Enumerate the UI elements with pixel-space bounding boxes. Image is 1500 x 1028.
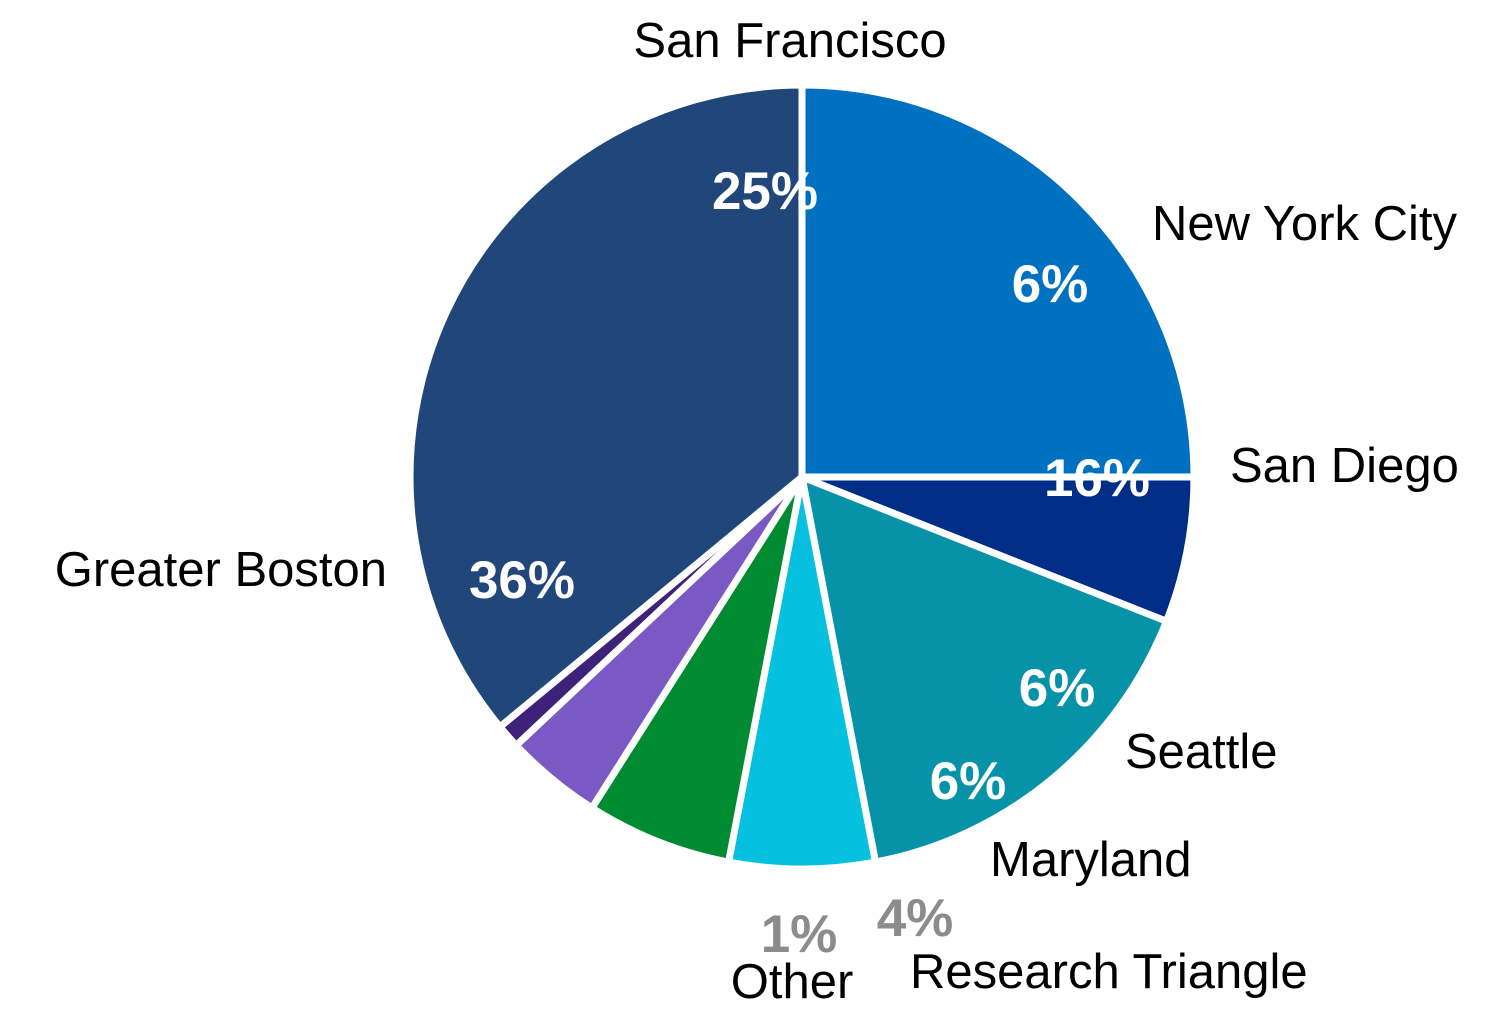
- percent-label-research-triangle: 4%: [877, 889, 954, 948]
- percentage-labels: 25%6%16%6%6%4%1%36%: [469, 162, 1150, 964]
- percent-label-san-francisco: 25%: [712, 162, 818, 221]
- percent-label-maryland: 6%: [930, 752, 1007, 811]
- category-label-new-york-city: New York City: [1152, 197, 1458, 251]
- percent-label-greater-boston: 36%: [469, 551, 575, 610]
- percent-label-san-diego: 16%: [1044, 449, 1150, 508]
- pie-slice-san-diego: [797, 471, 1172, 867]
- category-label-seattle: Seattle: [1125, 725, 1278, 779]
- category-label-greater-boston: Greater Boston: [55, 543, 387, 597]
- category-label-maryland: Maryland: [990, 833, 1192, 887]
- pie-slice-greater-boston: [406, 81, 806, 732]
- pie-slices: [406, 81, 1198, 873]
- percent-label-seattle: 6%: [1019, 659, 1096, 718]
- category-label-research-triangle: Research Triangle: [910, 945, 1308, 999]
- pie-slice-san-francisco: [798, 81, 1198, 481]
- category-labels: San Francisco New York City San Diego Seatt…: [55, 14, 1459, 1009]
- category-label-san-diego: San Diego: [1230, 439, 1459, 493]
- category-label-other: Other: [731, 955, 854, 1009]
- category-label-san-francisco: San Francisco: [633, 14, 946, 68]
- percent-label-new-york-city: 6%: [1012, 255, 1089, 314]
- percent-label-other: 1%: [761, 905, 838, 964]
